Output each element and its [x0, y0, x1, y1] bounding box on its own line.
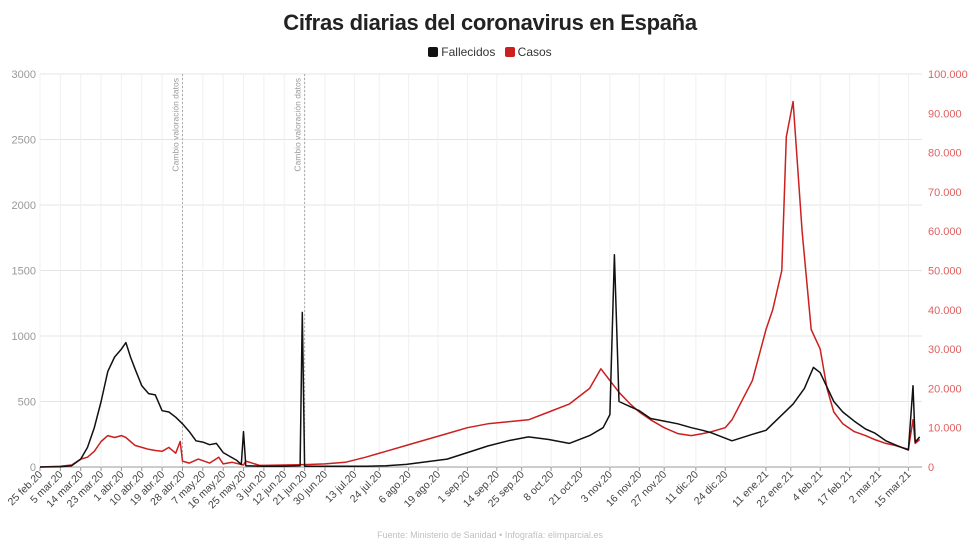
- right-y-axis: 0 10.000 20.000 30.000 40.000 50.000 60.000 70.…: [928, 69, 968, 474]
- y-left-tick-label: 3000: [12, 69, 36, 81]
- y-right-tick-label: 20.000: [928, 383, 962, 395]
- annotations: Cambio valoración datos Cambio valoración…: [170, 74, 306, 467]
- annotation-label: Cambio valoración datos: [170, 78, 180, 172]
- y-right-tick-label: 50.000: [928, 266, 962, 278]
- legend-label-casos: Casos: [517, 45, 552, 59]
- y-right-tick-label: 0: [928, 462, 934, 474]
- y-right-tick-label: 30.000: [928, 344, 962, 356]
- series-lines: [39, 100, 921, 468]
- y-left-tick-label: 1500: [12, 266, 36, 278]
- y-right-tick-label: 10.000: [928, 423, 962, 435]
- y-left-tick-label: 2000: [12, 200, 36, 212]
- left-y-axis: 0 500 1000 1500 2000 2500 3000: [12, 69, 36, 474]
- series-line-fallecidos: [39, 254, 921, 468]
- y-right-tick-label: 60.000: [928, 226, 962, 238]
- source-footer: Fuente: Ministerio de Sanidad • Infograf…: [377, 530, 603, 540]
- y-left-tick-label: 500: [18, 397, 36, 409]
- y-right-tick-label: 70.000: [928, 187, 962, 199]
- legend-item-fallecidos: Fallecidos: [428, 45, 495, 59]
- legend-swatch-fallecidos: [428, 47, 439, 57]
- y-right-tick-label: 80.000: [928, 148, 962, 160]
- legend-item-casos: Casos: [504, 45, 552, 59]
- annotation-label: Cambio valoración datos: [293, 78, 303, 172]
- y-right-tick-label: 90.000: [928, 108, 962, 120]
- chart-title: Cifras diarias del coronavirus en España: [283, 10, 697, 35]
- y-right-tick-label: 40.000: [928, 305, 962, 317]
- y-left-tick-label: 0: [30, 462, 36, 474]
- series-line-casos: [39, 100, 921, 468]
- legend-swatch-casos: [504, 47, 515, 57]
- legend: Fallecidos Casos: [0, 45, 980, 59]
- y-right-tick-label: 100.000: [928, 69, 968, 81]
- legend-label-fallecidos: Fallecidos: [441, 45, 496, 59]
- y-left-tick-label: 1000: [12, 331, 36, 343]
- y-left-tick-label: 2500: [12, 135, 36, 147]
